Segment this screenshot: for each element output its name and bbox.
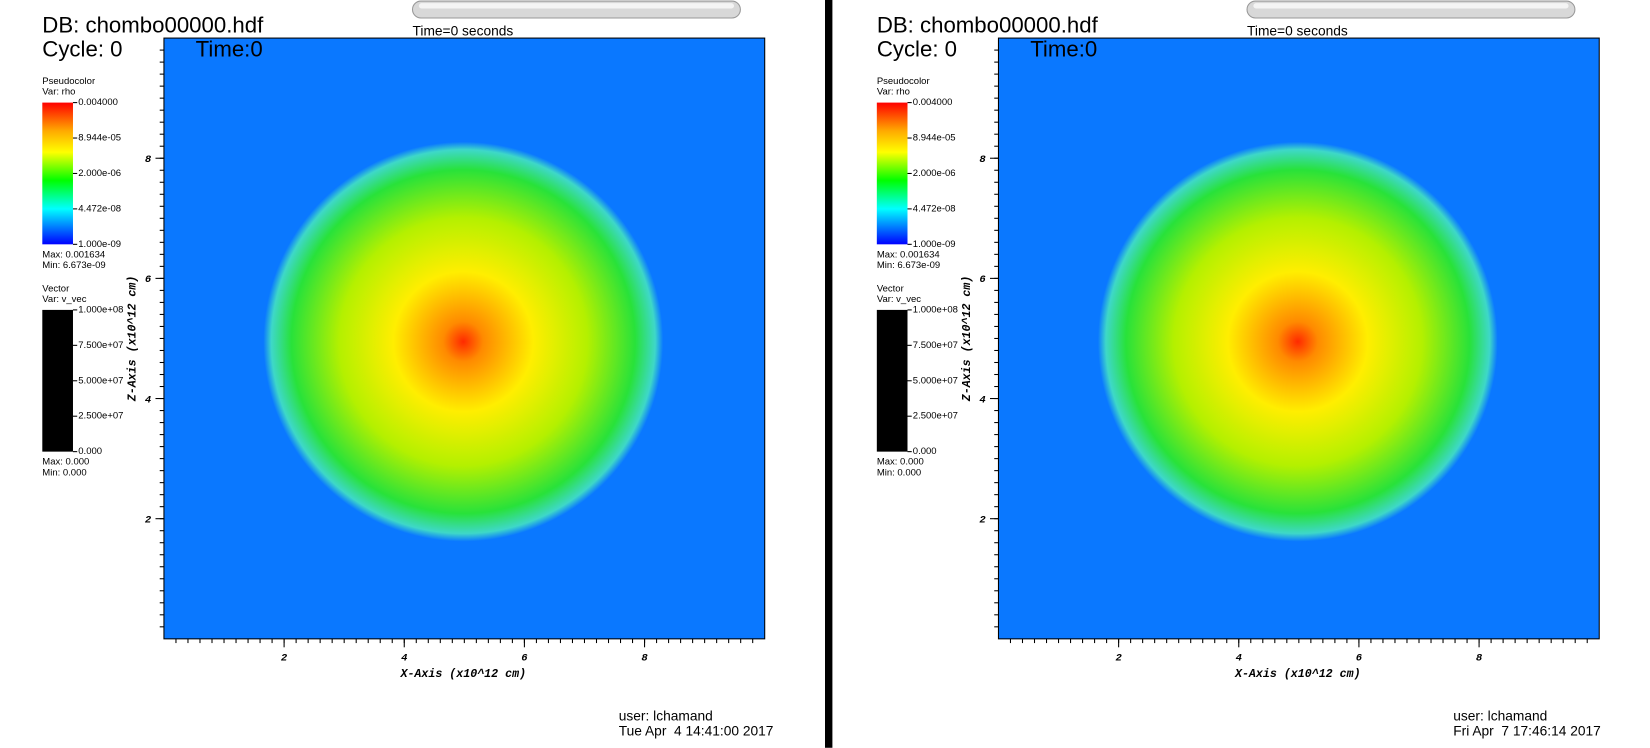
y-tick-label: 4: [979, 394, 985, 406]
color-bar: [876, 102, 908, 245]
legend-label: 1.000e+08: [913, 304, 958, 315]
legend-min: Min: 6.673e-09: [42, 260, 105, 271]
legend-label: 0.000: [913, 446, 937, 457]
legend-label: 1.000e-09: [78, 239, 121, 250]
time-slider-label: Time=0 seconds: [413, 23, 514, 38]
legend-var: Var: rho: [877, 87, 910, 98]
legend-title: Pseudocolor: [42, 76, 95, 87]
x-axis-label: X-Axis (x10^12 cm): [399, 668, 526, 681]
legend-var: Var: rho: [42, 87, 75, 98]
density-field: [263, 141, 664, 542]
legend-label: 7.500e+07: [913, 340, 958, 351]
time-slider-shine: [418, 3, 735, 9]
x-tick-label: 8: [1476, 653, 1483, 665]
color-bar: [876, 309, 908, 452]
legend-max: Max: 0.001634: [42, 249, 105, 260]
legend-label: 4.472e-08: [78, 203, 121, 214]
y-tick-label: 2: [979, 515, 986, 527]
legend-title: Vector: [877, 283, 904, 294]
x-tick-label: 2: [1115, 653, 1122, 665]
legend-label: 1.000e-09: [913, 239, 956, 250]
x-axis-label: X-Axis (x10^12 cm): [1234, 668, 1361, 681]
legend-max: Max: 0.001634: [877, 249, 940, 260]
legend-max: Max: 0.000: [42, 457, 89, 468]
db-name: DB: chombo00000.hdf: [877, 12, 1099, 37]
user: user: lchamand: [619, 709, 713, 724]
legend-label: 2.000e-06: [78, 168, 121, 179]
legend-label: 5.000e+07: [78, 375, 123, 386]
cycle: Cycle: 0: [877, 37, 957, 62]
x-tick-label: 6: [1356, 653, 1363, 665]
y-axis-label: Z-Axis (x10^12 cm): [126, 276, 139, 403]
color-bar: [42, 102, 73, 245]
x-tick-label: 2: [281, 653, 288, 665]
db-name: DB: chombo00000.hdf: [42, 12, 264, 37]
x-tick-label: 4: [1236, 653, 1242, 665]
legend-min: Min: 0.000: [42, 467, 86, 478]
time-slider-label: Time=0 seconds: [1247, 23, 1348, 38]
legend-label: 4.472e-08: [913, 203, 956, 214]
y-tick-label: 6: [145, 274, 152, 286]
color-bar: [42, 309, 73, 452]
legend-var: Var: v_vec: [42, 294, 86, 305]
legend-min: Min: 0.000: [877, 467, 921, 478]
time-slider-shine: [1253, 3, 1569, 9]
cycle: Cycle: 0: [42, 37, 122, 62]
date: Fri Apr 7 17:46:14 2017: [1453, 724, 1601, 739]
legend-title: Pseudocolor: [877, 76, 930, 87]
legend-min: Min: 6.673e-09: [877, 260, 940, 271]
x-tick-label: 4: [401, 653, 407, 665]
y-tick-label: 6: [979, 274, 986, 286]
legend-label: 0.004000: [78, 97, 118, 108]
legend-label: 1.000e+08: [78, 304, 123, 315]
user: user: lchamand: [1453, 709, 1547, 724]
x-tick-label: 6: [521, 653, 528, 665]
time: Time:0: [196, 37, 263, 62]
legend-label: 8.944e-05: [913, 133, 956, 144]
time: Time:0: [1030, 37, 1097, 62]
legend-label: 5.000e+07: [913, 375, 958, 386]
legend-var: Var: v_vec: [877, 294, 921, 305]
legend-label: 2.500e+07: [78, 411, 123, 422]
legend-label: 7.500e+07: [78, 340, 123, 351]
y-tick-label: 4: [145, 394, 151, 406]
legend-label: 8.944e-05: [78, 133, 121, 144]
date: Tue Apr 4 14:41:00 2017: [619, 724, 774, 739]
y-tick-label: 8: [145, 154, 152, 166]
y-tick-label: 2: [145, 515, 152, 527]
divider: [825, 0, 833, 748]
legend-label: 2.500e+07: [913, 411, 958, 422]
y-tick-label: 8: [979, 154, 986, 166]
legend-label: 0.000: [78, 446, 102, 457]
legend-max: Max: 0.000: [877, 457, 924, 468]
legend-label: 2.000e-06: [913, 168, 956, 179]
legend-title: Vector: [42, 283, 69, 294]
density-field: [1097, 141, 1498, 542]
x-tick-label: 8: [641, 653, 648, 665]
y-axis-label: Z-Axis (x10^12 cm): [961, 276, 974, 403]
legend-label: 0.004000: [913, 97, 953, 108]
